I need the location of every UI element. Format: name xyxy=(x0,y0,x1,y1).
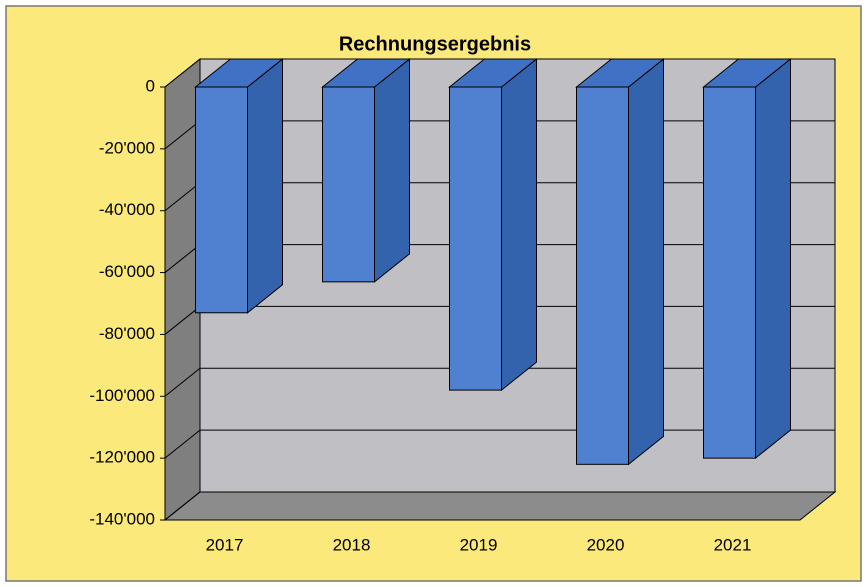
y-tick-label: -80'000 xyxy=(99,324,155,343)
side-wall xyxy=(164,57,201,522)
grid-line xyxy=(164,306,201,335)
y-tick-label: 0 xyxy=(146,76,155,95)
grid-line xyxy=(164,491,201,521)
bar-side xyxy=(374,57,410,283)
bar-side xyxy=(755,57,791,460)
floor xyxy=(163,491,837,521)
y-tick-label: -20'000 xyxy=(99,138,155,157)
x-tick-label: 2019 xyxy=(460,535,498,554)
grid-line xyxy=(164,58,201,88)
y-tick-label: -120'000 xyxy=(89,448,155,467)
bar xyxy=(449,86,502,391)
bar-side xyxy=(501,57,537,392)
y-tick-label: -40'000 xyxy=(99,200,155,219)
y-tick-label: -60'000 xyxy=(99,262,155,281)
x-tick-label: 2017 xyxy=(206,535,244,554)
grid-line xyxy=(164,367,201,397)
bar xyxy=(576,86,629,465)
bar xyxy=(322,86,375,283)
chart-title: Rechnungsergebnis xyxy=(339,33,531,55)
bar xyxy=(195,86,248,314)
grid-line xyxy=(164,429,201,459)
y-tick-label: -140'000 xyxy=(89,509,155,528)
x-tick-label: 2020 xyxy=(587,535,625,554)
y-tick-label: -100'000 xyxy=(89,386,155,405)
grid-line xyxy=(164,244,201,273)
bar-side xyxy=(628,57,664,466)
bar xyxy=(703,86,756,459)
grid-line xyxy=(164,120,201,150)
bar-side xyxy=(247,57,283,314)
x-tick-label: 2021 xyxy=(714,535,752,554)
grid-line xyxy=(164,182,201,212)
x-tick-label: 2018 xyxy=(333,535,371,554)
